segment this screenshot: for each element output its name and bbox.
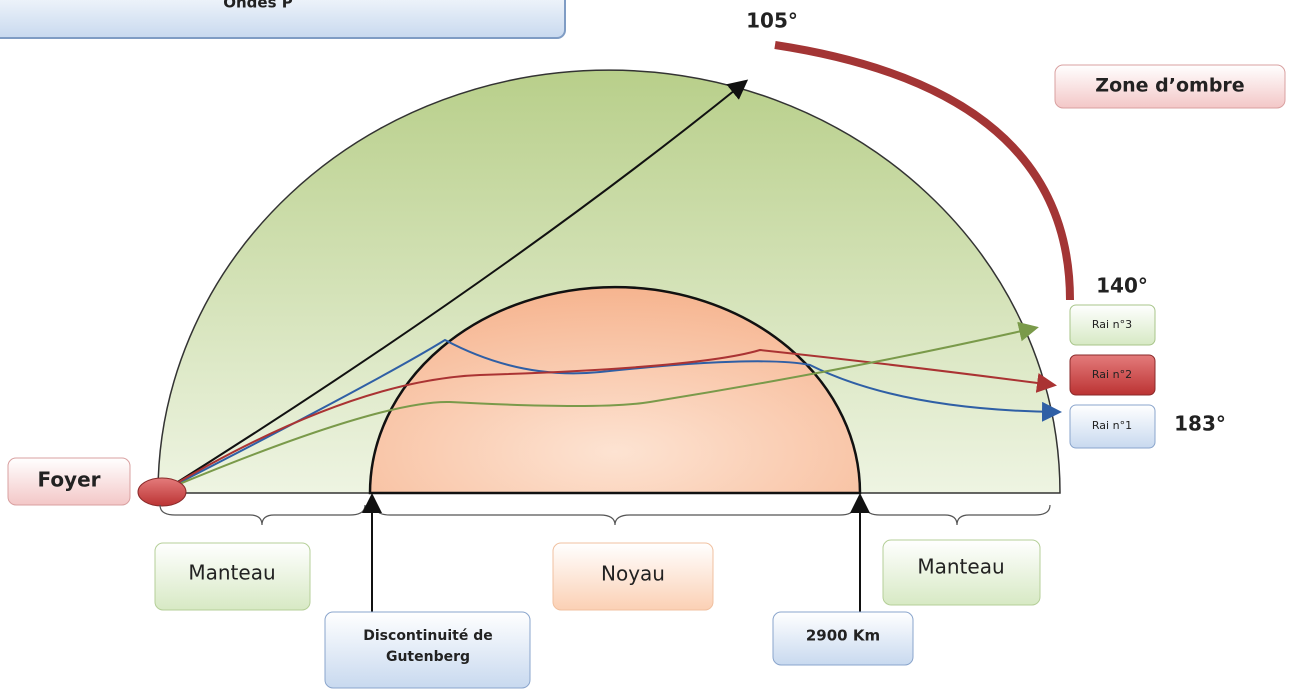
- angle-183: 183°: [1174, 412, 1226, 436]
- angle-105: 105°: [746, 9, 798, 33]
- mantle-left-box: [154, 542, 311, 611]
- mantle-right-label: Manteau: [917, 555, 1004, 579]
- ray1-box: [1069, 404, 1156, 449]
- focus-point: [137, 477, 187, 507]
- discontinuity-line2: Gutenberg: [386, 649, 470, 665]
- title: Ondes P: [223, 0, 293, 12]
- ray-green: [164, 321, 1039, 491]
- discontinuity-line1: Discontinuité de: [363, 628, 492, 644]
- focus-label: Foyer: [37, 468, 100, 492]
- focus-box: [7, 457, 131, 506]
- ray3-label: Rai n°3: [1092, 318, 1132, 331]
- title-box: [0, 0, 566, 39]
- ray-blue: [164, 338, 1062, 491]
- mantle-left-label: Manteau: [188, 561, 275, 585]
- shadow-zone-box: [1054, 64, 1286, 109]
- angle-140: 140°: [1096, 274, 1148, 298]
- shadow-arc: [774, 41, 1074, 301]
- depth-label: 2900 Km: [806, 627, 880, 645]
- core-label: Noyau: [601, 562, 665, 586]
- ray-black: [164, 79, 749, 491]
- ray-red: [164, 348, 1057, 491]
- braces: [159, 504, 1051, 526]
- ray2-label: Rai n°2: [1092, 368, 1132, 381]
- ray2-box: [1069, 354, 1156, 396]
- mantle-right-box: [882, 539, 1041, 606]
- ray3-box: [1069, 304, 1156, 346]
- shadow-zone-label: Zone d’ombre: [1095, 75, 1244, 97]
- core: [368, 285, 862, 495]
- core-box: [552, 542, 714, 611]
- mantle: [157, 69, 1061, 494]
- discontinuity-box: [324, 611, 531, 689]
- depth-box: [772, 611, 914, 666]
- ray1-label: Rai n°1: [1092, 419, 1132, 432]
